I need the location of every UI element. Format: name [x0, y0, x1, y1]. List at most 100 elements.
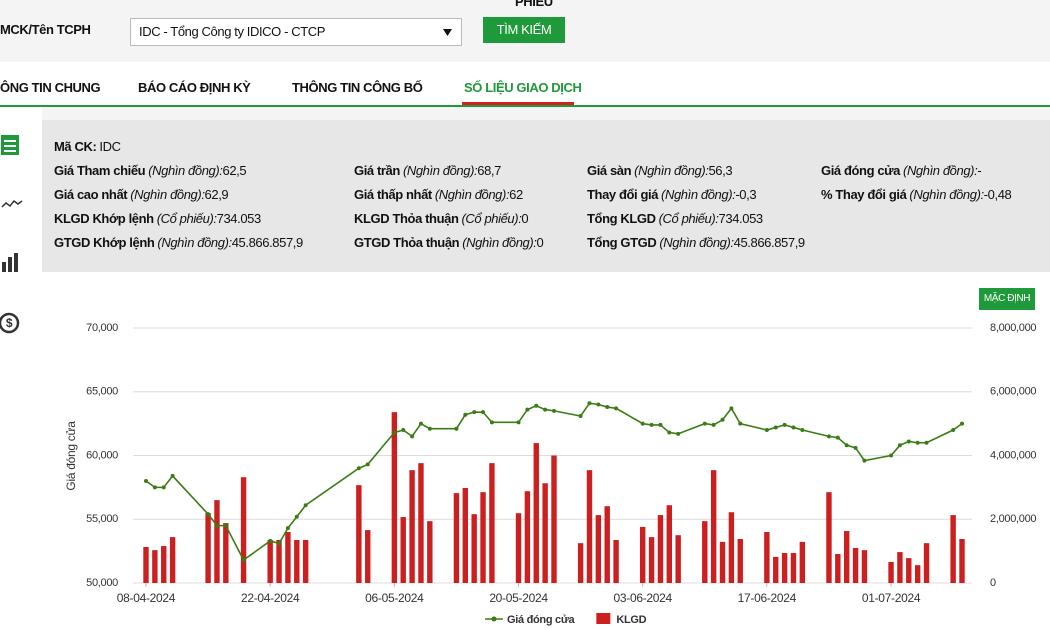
info-label: GTGD Khớp lệnh: [54, 235, 155, 250]
point: [418, 421, 423, 426]
y2-tick-label: 8,000,000: [990, 322, 1036, 334]
tab-bar: [0, 62, 1050, 106]
point: [144, 479, 148, 483]
bar: [790, 553, 797, 583]
point: [649, 422, 654, 427]
point: [729, 406, 734, 411]
bar: [604, 506, 610, 583]
point: [853, 445, 858, 450]
bar: [648, 537, 655, 583]
point: [667, 430, 672, 435]
legend-swatch: [491, 616, 497, 622]
info-value: -: [977, 163, 982, 178]
info-item: KLGD Khớp lệnh (Cổ phiếu):734.053: [54, 211, 261, 226]
info-value: -0,3: [735, 187, 757, 202]
tab-underline: [462, 102, 574, 105]
legend-item: KLGD: [596, 613, 647, 626]
info-label: Mã CK:: [54, 139, 97, 154]
point: [152, 485, 157, 490]
point: [764, 428, 769, 432]
tab[interactable]: THÔNG TIN CÔNG BỐ: [292, 80, 423, 95]
tab-active[interactable]: SỐ LIỆU GIAO DỊCH: [464, 80, 582, 95]
bar: [728, 512, 735, 583]
bar: [799, 541, 806, 583]
info-label: Giá đóng cửa: [821, 163, 901, 178]
bar: [276, 539, 282, 583]
point: [844, 443, 849, 448]
stock-select[interactable]: IDC - Tổng Công ty IDICO - CTCP: [130, 18, 462, 46]
y2-tick-label: 4,000,000: [990, 449, 1036, 461]
point: [862, 458, 867, 463]
info-item: % Thay đổi giá (Nghìn đồng):-0,48: [821, 187, 1012, 202]
legend-item: Giá đóng cửa: [485, 614, 576, 626]
icon-chart[interactable]: [1, 199, 23, 208]
bar: [551, 455, 557, 583]
point: [543, 407, 548, 412]
select-arrow: [443, 29, 452, 36]
point: [285, 526, 290, 531]
info-item: Thay đổi giá (Nghìn đồng):-0,3: [587, 187, 757, 202]
point: [206, 512, 211, 517]
select-value: IDC - Tổng Công ty IDICO - CTCP: [139, 24, 326, 39]
bar: [489, 463, 495, 583]
info-value: 734.053: [718, 211, 764, 226]
info-value: 0: [521, 211, 529, 226]
bar: [471, 514, 477, 583]
point: [525, 407, 530, 412]
icon-bars[interactable]: [2, 262, 6, 272]
bar: [542, 483, 548, 583]
bar: [577, 543, 584, 583]
point: [960, 421, 964, 426]
info-label: KLGD Khớp lệnh: [54, 211, 154, 226]
point: [800, 428, 805, 432]
icon-money[interactable]: [0, 312, 20, 334]
info-label: Tổng KLGD: [587, 211, 656, 226]
legend-label: Giá đóng cửa: [507, 614, 576, 626]
point: [791, 425, 796, 430]
point: [223, 523, 228, 528]
bar: [843, 531, 850, 583]
info-label: Thay đổi giá: [587, 187, 659, 202]
point: [605, 405, 610, 410]
info-unit: (Nghìn đồng):: [148, 163, 223, 178]
info-item: Tổng GTGD (Nghìn đồng):45.866.857,9: [587, 235, 805, 250]
info-label: Giá Tham chiếu: [54, 163, 146, 178]
info-value: -0,48: [983, 187, 1012, 202]
y2-tick-label: 2,000,000: [990, 513, 1036, 525]
info-unit: (Nghìn đồng):: [661, 187, 736, 202]
info-item: GTGD Thỏa thuận (Nghìn đồng):0: [354, 235, 544, 250]
x-tick-label: 06-05-2024: [365, 591, 424, 605]
tab[interactable]: BÁO CÁO ĐỊNH KỲ: [138, 80, 251, 95]
bar: [285, 532, 291, 583]
tab[interactable]: ÔNG TIN CHUNG: [0, 80, 101, 95]
x-tick-label: 22-04-2024: [241, 591, 300, 605]
point: [676, 431, 681, 436]
bar: [533, 443, 539, 583]
point: [277, 541, 282, 546]
bar: [702, 521, 708, 583]
info-value: 0: [536, 235, 544, 250]
bar: [773, 556, 779, 583]
bar: [737, 539, 743, 583]
info-panel: Mã CK: IDC Giá Tham chiếu (Nghìn đồng):62,5…: [42, 120, 1050, 272]
search-button[interactable]: TÌM KIẾM: [483, 17, 565, 43]
point: [782, 422, 787, 427]
point: [711, 422, 716, 427]
point: [489, 420, 494, 425]
bar: [906, 558, 912, 583]
info-item: GTGD Khớp lệnh (Nghìn đồng):45.866.857,9: [54, 235, 303, 250]
point: [365, 462, 370, 467]
y-tick-label: 65,000: [86, 386, 118, 398]
bar: [409, 470, 415, 583]
point: [392, 430, 397, 435]
point: [303, 503, 308, 508]
bar: [152, 550, 158, 583]
bar: [950, 515, 956, 583]
point: [170, 473, 175, 478]
point: [951, 428, 956, 432]
y-axis-title: Giá đóng cửa: [64, 421, 78, 491]
point: [906, 439, 911, 444]
point: [658, 422, 663, 427]
info-unit: (Nghìn đồng):: [659, 235, 734, 250]
reset-button[interactable]: MẶC ĐỊNH: [979, 288, 1035, 310]
